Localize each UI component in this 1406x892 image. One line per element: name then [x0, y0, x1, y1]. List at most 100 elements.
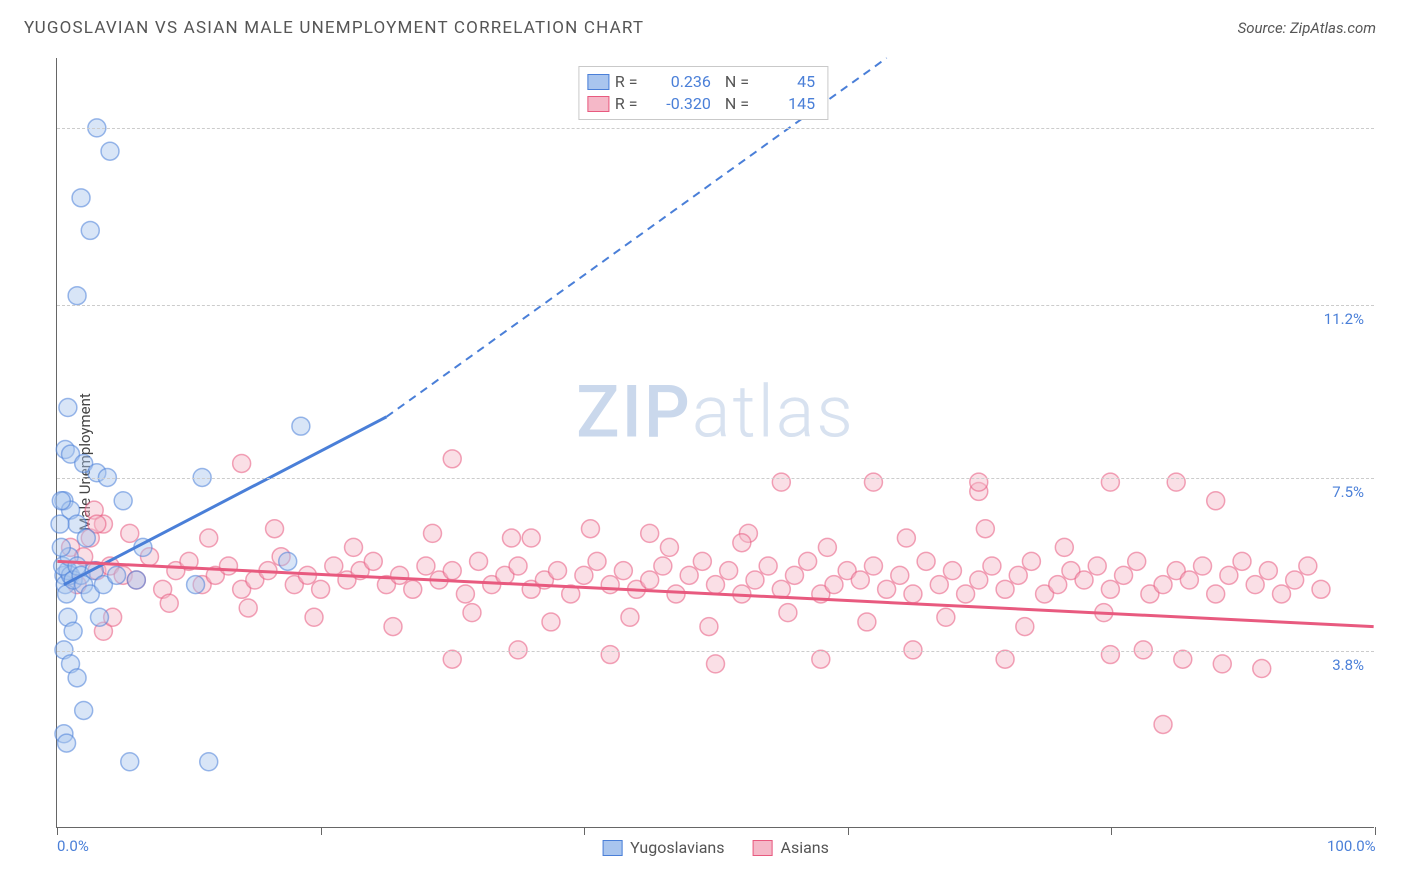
scatter-point — [279, 552, 297, 570]
scatter-point — [127, 571, 145, 589]
scatter-point — [575, 566, 593, 584]
x-tick-label: 0.0% — [57, 837, 89, 855]
scatter-point — [1101, 473, 1119, 491]
scatter-point — [1088, 557, 1106, 575]
scatter-point — [746, 571, 764, 589]
scatter-point — [970, 571, 988, 589]
scatter-point — [1259, 562, 1277, 580]
scatter-point — [443, 650, 461, 668]
plot-svg — [57, 58, 1374, 827]
scatter-point — [292, 417, 310, 435]
scatter-point — [1194, 557, 1212, 575]
scatter-point — [904, 585, 922, 603]
scatter-point — [799, 552, 817, 570]
scatter-point — [522, 529, 540, 547]
scatter-point — [1246, 576, 1264, 594]
scatter-point — [720, 562, 738, 580]
scatter-point — [1273, 585, 1291, 603]
scatter-point — [364, 552, 382, 570]
scatter-point — [654, 557, 672, 575]
scatter-point — [160, 594, 178, 612]
scatter-point — [621, 608, 639, 626]
scatter-point — [864, 473, 882, 491]
scatter-point — [52, 538, 70, 556]
scatter-point — [404, 580, 422, 598]
scatter-point — [239, 599, 257, 617]
scatter-point — [614, 562, 632, 580]
legend-r-value: -0.320 — [651, 93, 711, 115]
x-tick — [848, 827, 849, 835]
scatter-point — [101, 142, 119, 160]
scatter-point — [75, 701, 93, 719]
gridline — [57, 128, 1374, 129]
legend-swatch-icon — [602, 840, 622, 856]
scatter-point — [996, 650, 1014, 668]
scatter-point — [641, 524, 659, 542]
series-legend: Yugoslavians Asians — [602, 838, 829, 857]
legend-n-value: 45 — [755, 71, 815, 93]
scatter-point — [1055, 538, 1073, 556]
scatter-point — [443, 562, 461, 580]
scatter-point — [200, 753, 218, 771]
scatter-point — [305, 608, 323, 626]
scatter-point — [1154, 715, 1172, 733]
legend-swatch-icon — [587, 74, 609, 90]
scatter-point — [114, 492, 132, 510]
scatter-point — [233, 454, 251, 472]
scatter-point — [680, 566, 698, 584]
scatter-point — [700, 618, 718, 636]
scatter-point — [818, 538, 836, 556]
scatter-point — [1233, 552, 1251, 570]
scatter-point — [660, 538, 678, 556]
scatter-point — [1207, 492, 1225, 510]
scatter-point — [502, 529, 520, 547]
scatter-point — [943, 562, 961, 580]
legend-r-value: 0.236 — [651, 71, 711, 93]
scatter-point — [858, 613, 876, 631]
scatter-point — [1154, 576, 1172, 594]
scatter-point — [1049, 576, 1067, 594]
legend-n-value: 145 — [755, 93, 815, 115]
scatter-point — [266, 520, 284, 538]
scatter-point — [51, 515, 69, 533]
scatter-point — [325, 557, 343, 575]
scatter-point — [693, 552, 711, 570]
legend-r-label: R = — [615, 93, 645, 115]
scatter-point — [779, 604, 797, 622]
x-tick-label: 100.0% — [1327, 837, 1376, 855]
gridline — [57, 651, 1374, 652]
scatter-point — [707, 576, 725, 594]
scatter-point — [864, 557, 882, 575]
y-tick-label: 11.2% — [1324, 310, 1364, 328]
plot-area: ZIPatlas R = 0.236 N = 45 R = -0.320 N =… — [56, 58, 1374, 828]
x-tick — [57, 827, 58, 835]
scatter-point — [1101, 646, 1119, 664]
chart-title: YUGOSLAVIAN VS ASIAN MALE UNEMPLOYMENT C… — [24, 18, 644, 38]
scatter-point — [417, 557, 435, 575]
scatter-point — [588, 552, 606, 570]
x-tick — [584, 827, 585, 835]
scatter-point — [759, 557, 777, 575]
scatter-point — [1312, 580, 1330, 598]
scatter-point — [470, 552, 488, 570]
scatter-point — [200, 529, 218, 547]
scatter-point — [1220, 566, 1238, 584]
scatter-point — [1174, 650, 1192, 668]
scatter-point — [391, 566, 409, 584]
scatter-point — [601, 646, 619, 664]
scatter-point — [878, 580, 896, 598]
scatter-point — [187, 576, 205, 594]
x-tick — [1111, 827, 1112, 835]
scatter-point — [443, 450, 461, 468]
gridline — [57, 305, 1374, 306]
scatter-point — [1101, 580, 1119, 598]
scatter-point — [90, 608, 108, 626]
legend-r-label: R = — [615, 71, 645, 93]
correlation-legend: R = 0.236 N = 45 R = -0.320 N = 145 — [578, 66, 828, 120]
x-tick — [1375, 827, 1376, 835]
scatter-point — [1016, 618, 1034, 636]
legend-swatch-icon — [753, 840, 773, 856]
scatter-point — [463, 604, 481, 622]
scatter-point — [667, 585, 685, 603]
scatter-point — [1022, 552, 1040, 570]
